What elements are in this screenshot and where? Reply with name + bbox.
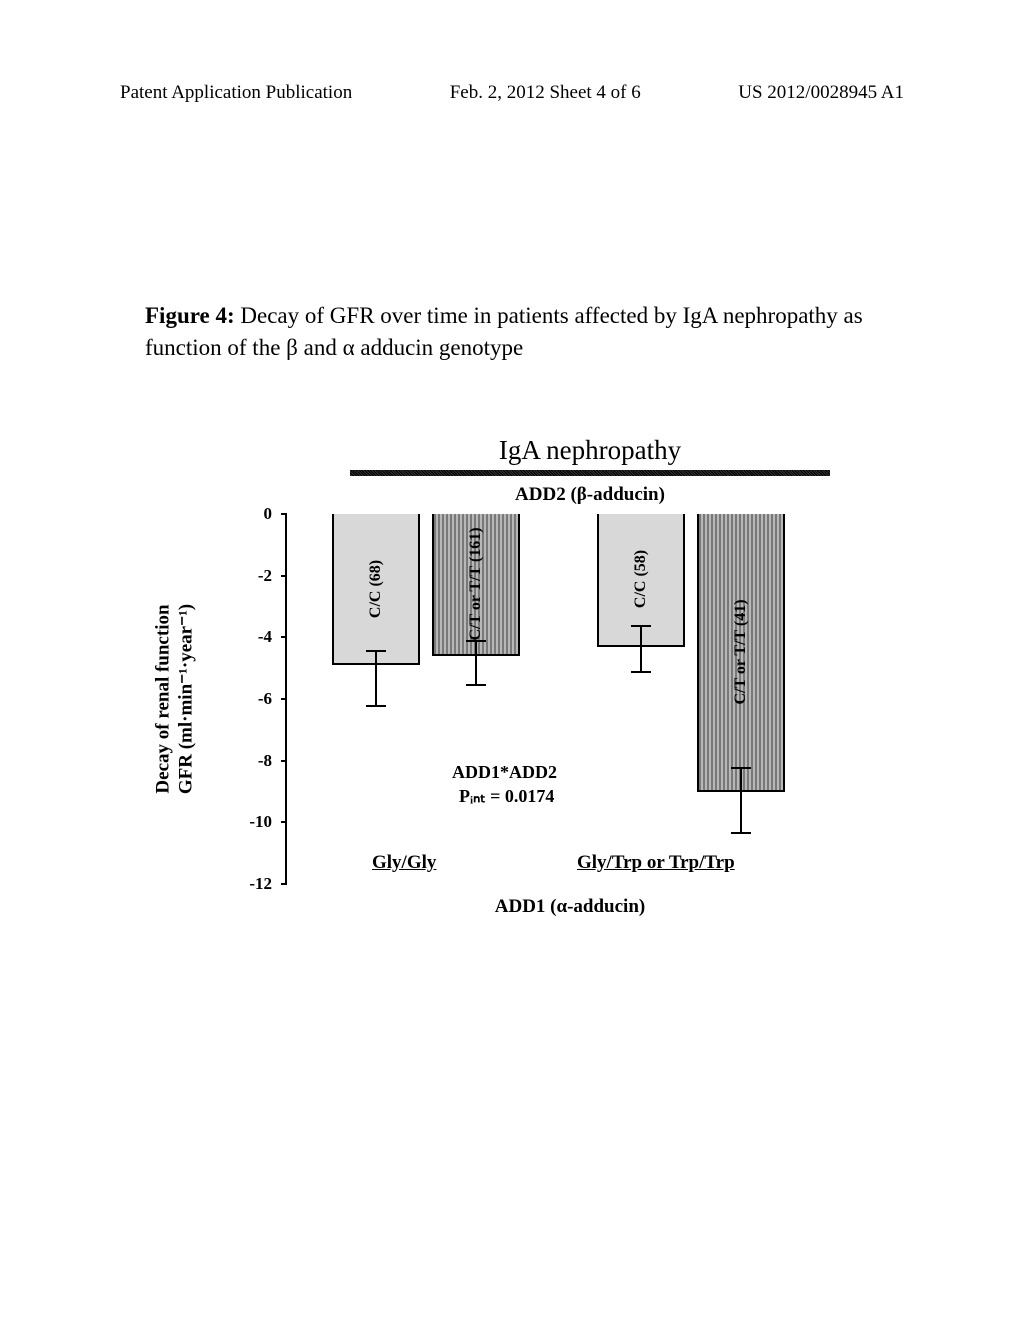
figure-caption-label: Figure 4: — [145, 303, 235, 328]
header-left: Patent Application Publication — [120, 82, 352, 104]
chart-title: IgA nephropathy — [350, 435, 830, 466]
error-cap — [731, 832, 751, 834]
y-tick-mark — [281, 513, 287, 515]
y-axis-title: Decay of renal function GFR (ml·min⁻¹·ye… — [153, 549, 198, 849]
y-tick-label: -2 — [258, 566, 272, 586]
y-tick-label: -12 — [249, 874, 272, 894]
stat-pvalue: Pᵢₙₜ = 0.0174 — [459, 786, 554, 807]
bar: C/C (68) — [332, 514, 420, 665]
plot-area: C/C (68) C/T or T/T (161) C/C (58) C/T or T… — [285, 514, 825, 884]
error-cap — [631, 625, 651, 627]
error-bar — [375, 650, 377, 665]
bar-label: C/C (58) — [632, 550, 650, 608]
figure-caption-text: Decay of GFR over time in patients affec… — [145, 303, 863, 360]
y-axis: Decay of renal function GFR (ml·min⁻¹·ye… — [190, 514, 275, 884]
error-cap — [466, 684, 486, 686]
bar: C/T or T/T (161) — [432, 514, 520, 656]
bar-label: C/T or T/T (41) — [732, 599, 750, 704]
chart-title-underline — [350, 470, 830, 476]
error-bar — [475, 656, 477, 684]
page-header: Patent Application Publication Feb. 2, 2… — [0, 82, 1024, 104]
y-tick-mark — [281, 821, 287, 823]
y-tick-label: -6 — [258, 689, 272, 709]
y-tick-label: -4 — [258, 627, 272, 647]
error-bar — [640, 625, 642, 647]
error-bar — [740, 792, 742, 832]
y-tick-mark — [281, 636, 287, 638]
error-cap — [366, 705, 386, 707]
group-label-right: Gly/Trp or Trp/Trp — [577, 852, 735, 874]
chart-area: Decay of renal function GFR (ml·min⁻¹·ye… — [285, 514, 830, 884]
error-cap — [631, 671, 651, 673]
bar: C/T or T/T (41) — [697, 514, 785, 792]
add2-axis-label: ADD2 (β-adducin) — [350, 484, 830, 506]
add1-axis-label: ADD1 (α-adducin) — [310, 896, 830, 918]
chart: IgA nephropathy ADD2 (β-adducin) Decay o… — [190, 435, 830, 918]
header-center: Feb. 2, 2012 Sheet 4 of 6 — [450, 82, 641, 104]
error-cap — [731, 767, 751, 769]
y-tick-mark — [281, 698, 287, 700]
header-right: US 2012/0028945 A1 — [738, 82, 904, 104]
error-cap — [366, 650, 386, 652]
y-tick-mark — [281, 883, 287, 885]
stat-label: ADD1*ADD2 — [452, 762, 557, 783]
figure-caption: Figure 4: Decay of GFR over time in pati… — [145, 300, 885, 364]
y-tick-mark — [281, 760, 287, 762]
y-axis-title-line1: Decay of renal function — [153, 549, 175, 849]
group-label-left: Gly/Gly — [372, 852, 436, 874]
y-tick-label: 0 — [264, 504, 273, 524]
bar-label: C/C (68) — [367, 559, 385, 617]
error-bar — [375, 665, 377, 705]
bar-label: C/T or T/T (161) — [467, 527, 485, 640]
error-bar — [740, 767, 742, 792]
error-cap — [466, 640, 486, 642]
y-axis-title-line2: GFR (ml·min⁻¹·year⁻¹) — [175, 549, 198, 849]
y-tick-mark — [281, 575, 287, 577]
y-tick-label: -8 — [258, 751, 272, 771]
error-bar — [640, 647, 642, 672]
y-tick-label: -10 — [249, 812, 272, 832]
error-bar — [475, 640, 477, 655]
